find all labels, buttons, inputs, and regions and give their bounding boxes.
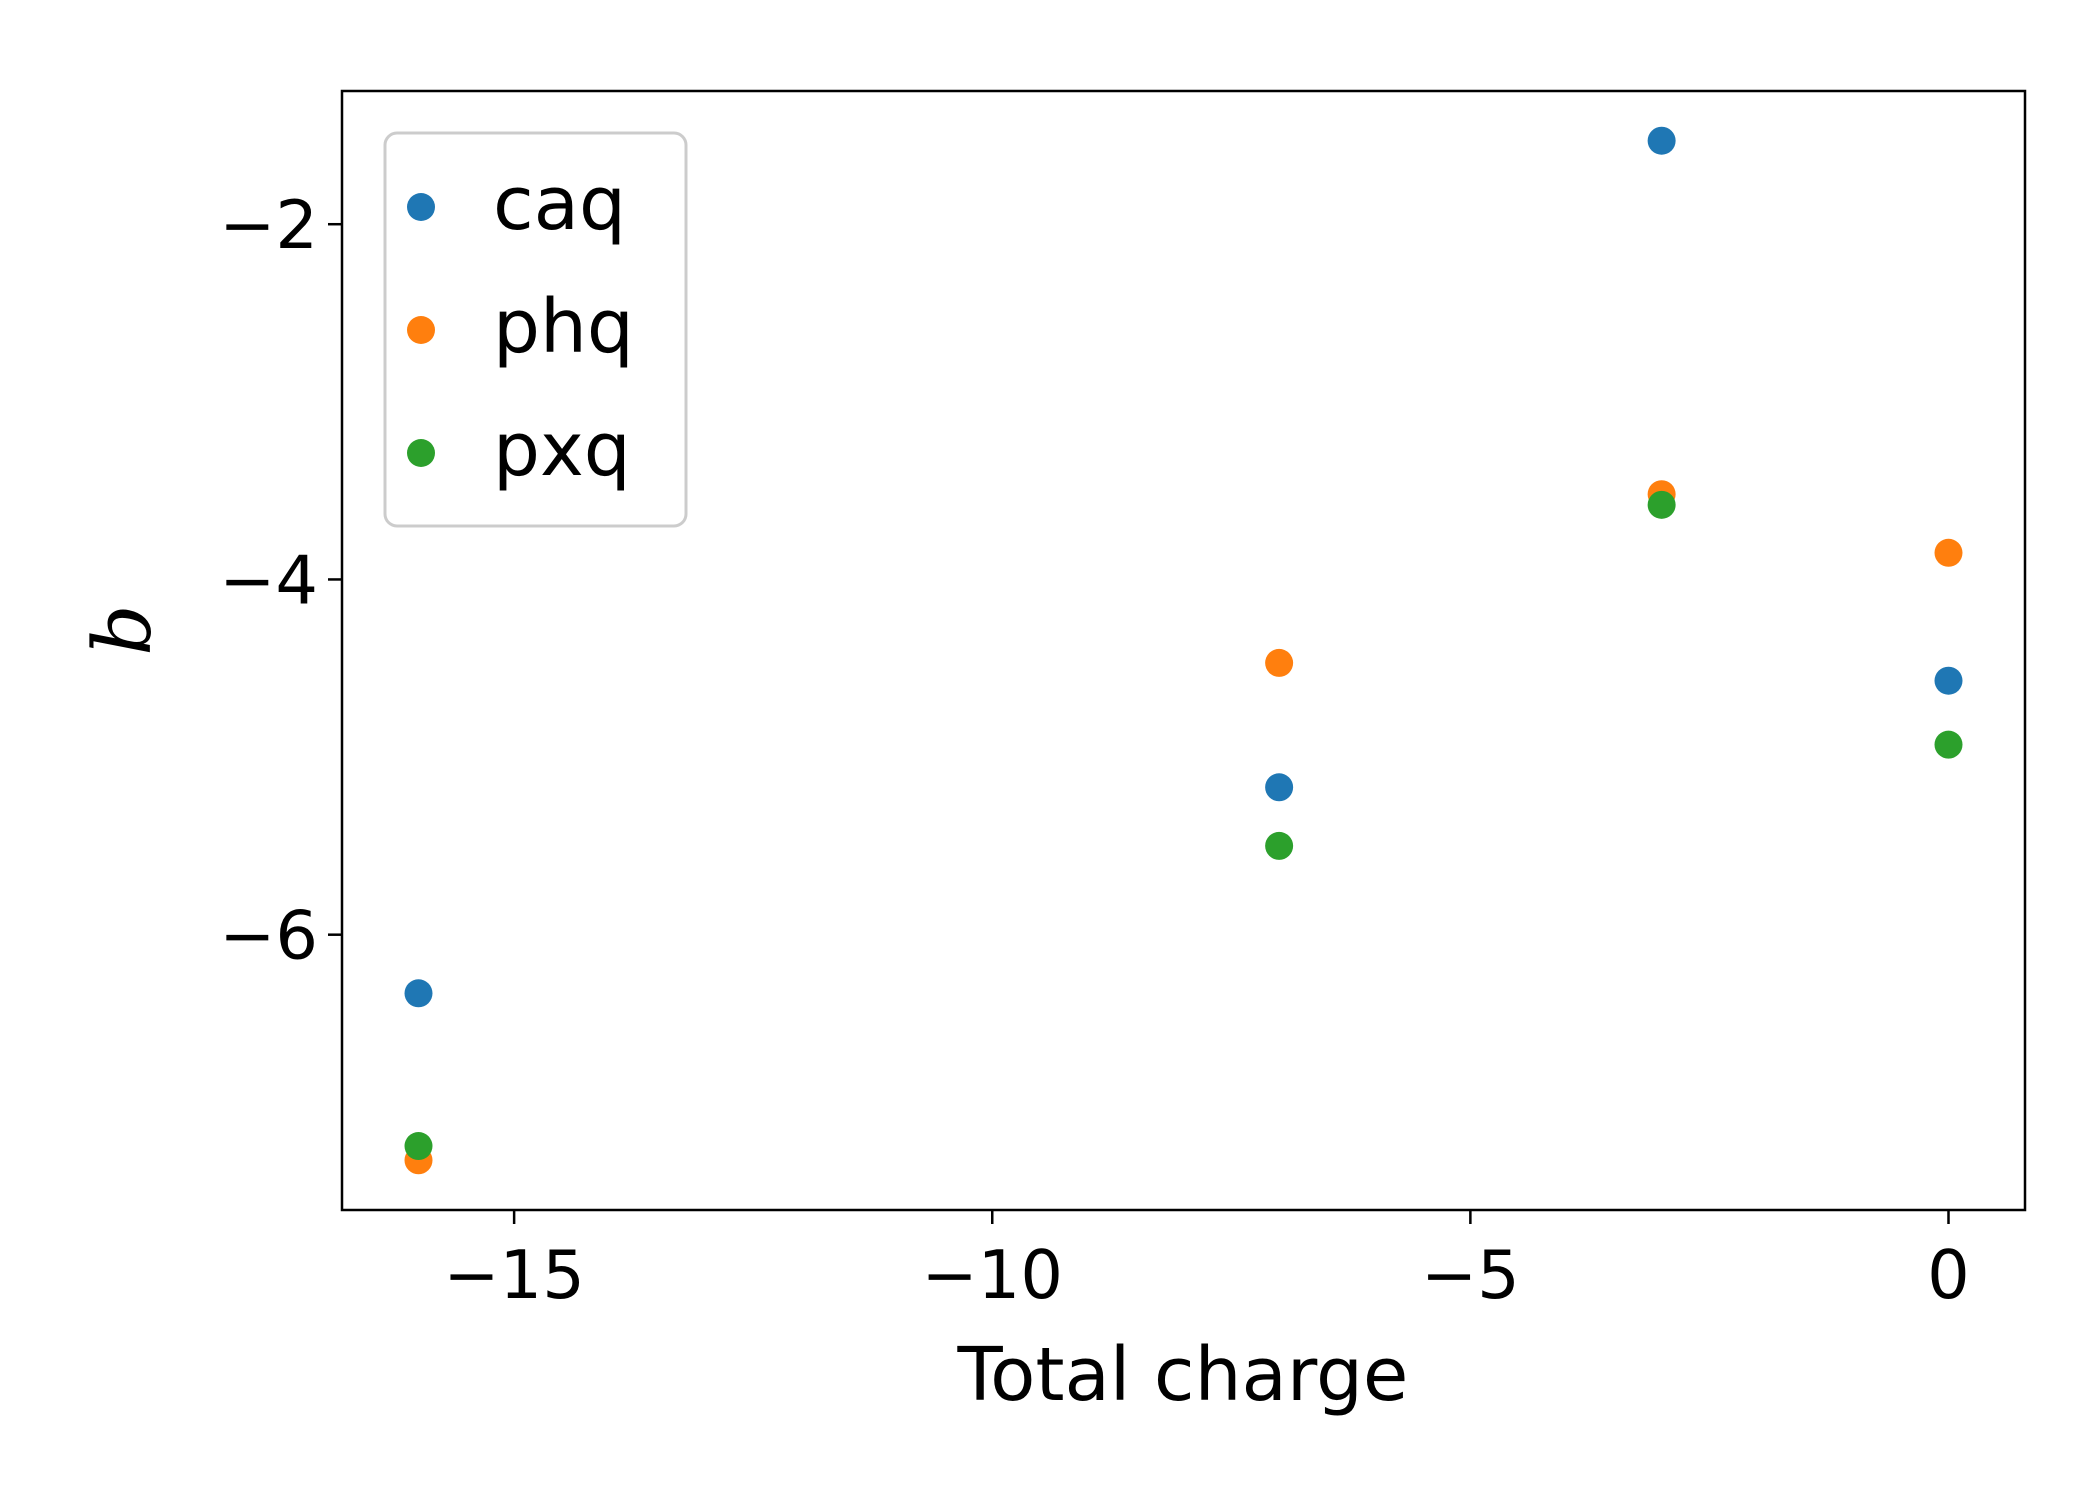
data-point-pxq [404,1132,433,1161]
x-tick-label: −15 [443,1236,584,1314]
x-axis: −15 −10 −5 0 [443,1210,1970,1314]
data-point-phq [1265,648,1294,677]
legend-marker-pxq [407,439,435,467]
x-tick-label: −10 [922,1236,1063,1314]
data-point-pxq [1265,831,1294,860]
data-point-caq [1647,126,1676,155]
plot-frame [340,89,2027,1212]
y-axis-title: b [76,604,169,655]
data-point-caq [1934,666,1963,695]
data-points [404,126,1963,1175]
x-tick-label: −5 [1421,1236,1520,1314]
y-tick-label: −4 [219,541,318,619]
x-tick-label: 0 [1927,1236,1970,1314]
legend-label-phq: phq [493,284,634,370]
legend-label-pxq: pxq [493,407,631,493]
y-tick-label: −2 [219,186,318,264]
legend-marker-caq [407,193,435,221]
y-axis: −6 −4 −2 [219,186,342,975]
data-point-caq [404,979,433,1008]
legend-box [383,131,688,528]
legend-label-caq: caq [493,161,626,247]
data-point-caq [1265,773,1294,802]
y-tick-label: −6 [219,897,318,975]
data-point-pxq [1934,730,1963,759]
legend-marker-phq [407,316,435,344]
legend: caq phq pxq [383,131,688,528]
data-point-pxq [1647,490,1676,519]
x-axis-title: Total charge [957,1332,1409,1418]
data-point-phq [1934,538,1963,567]
